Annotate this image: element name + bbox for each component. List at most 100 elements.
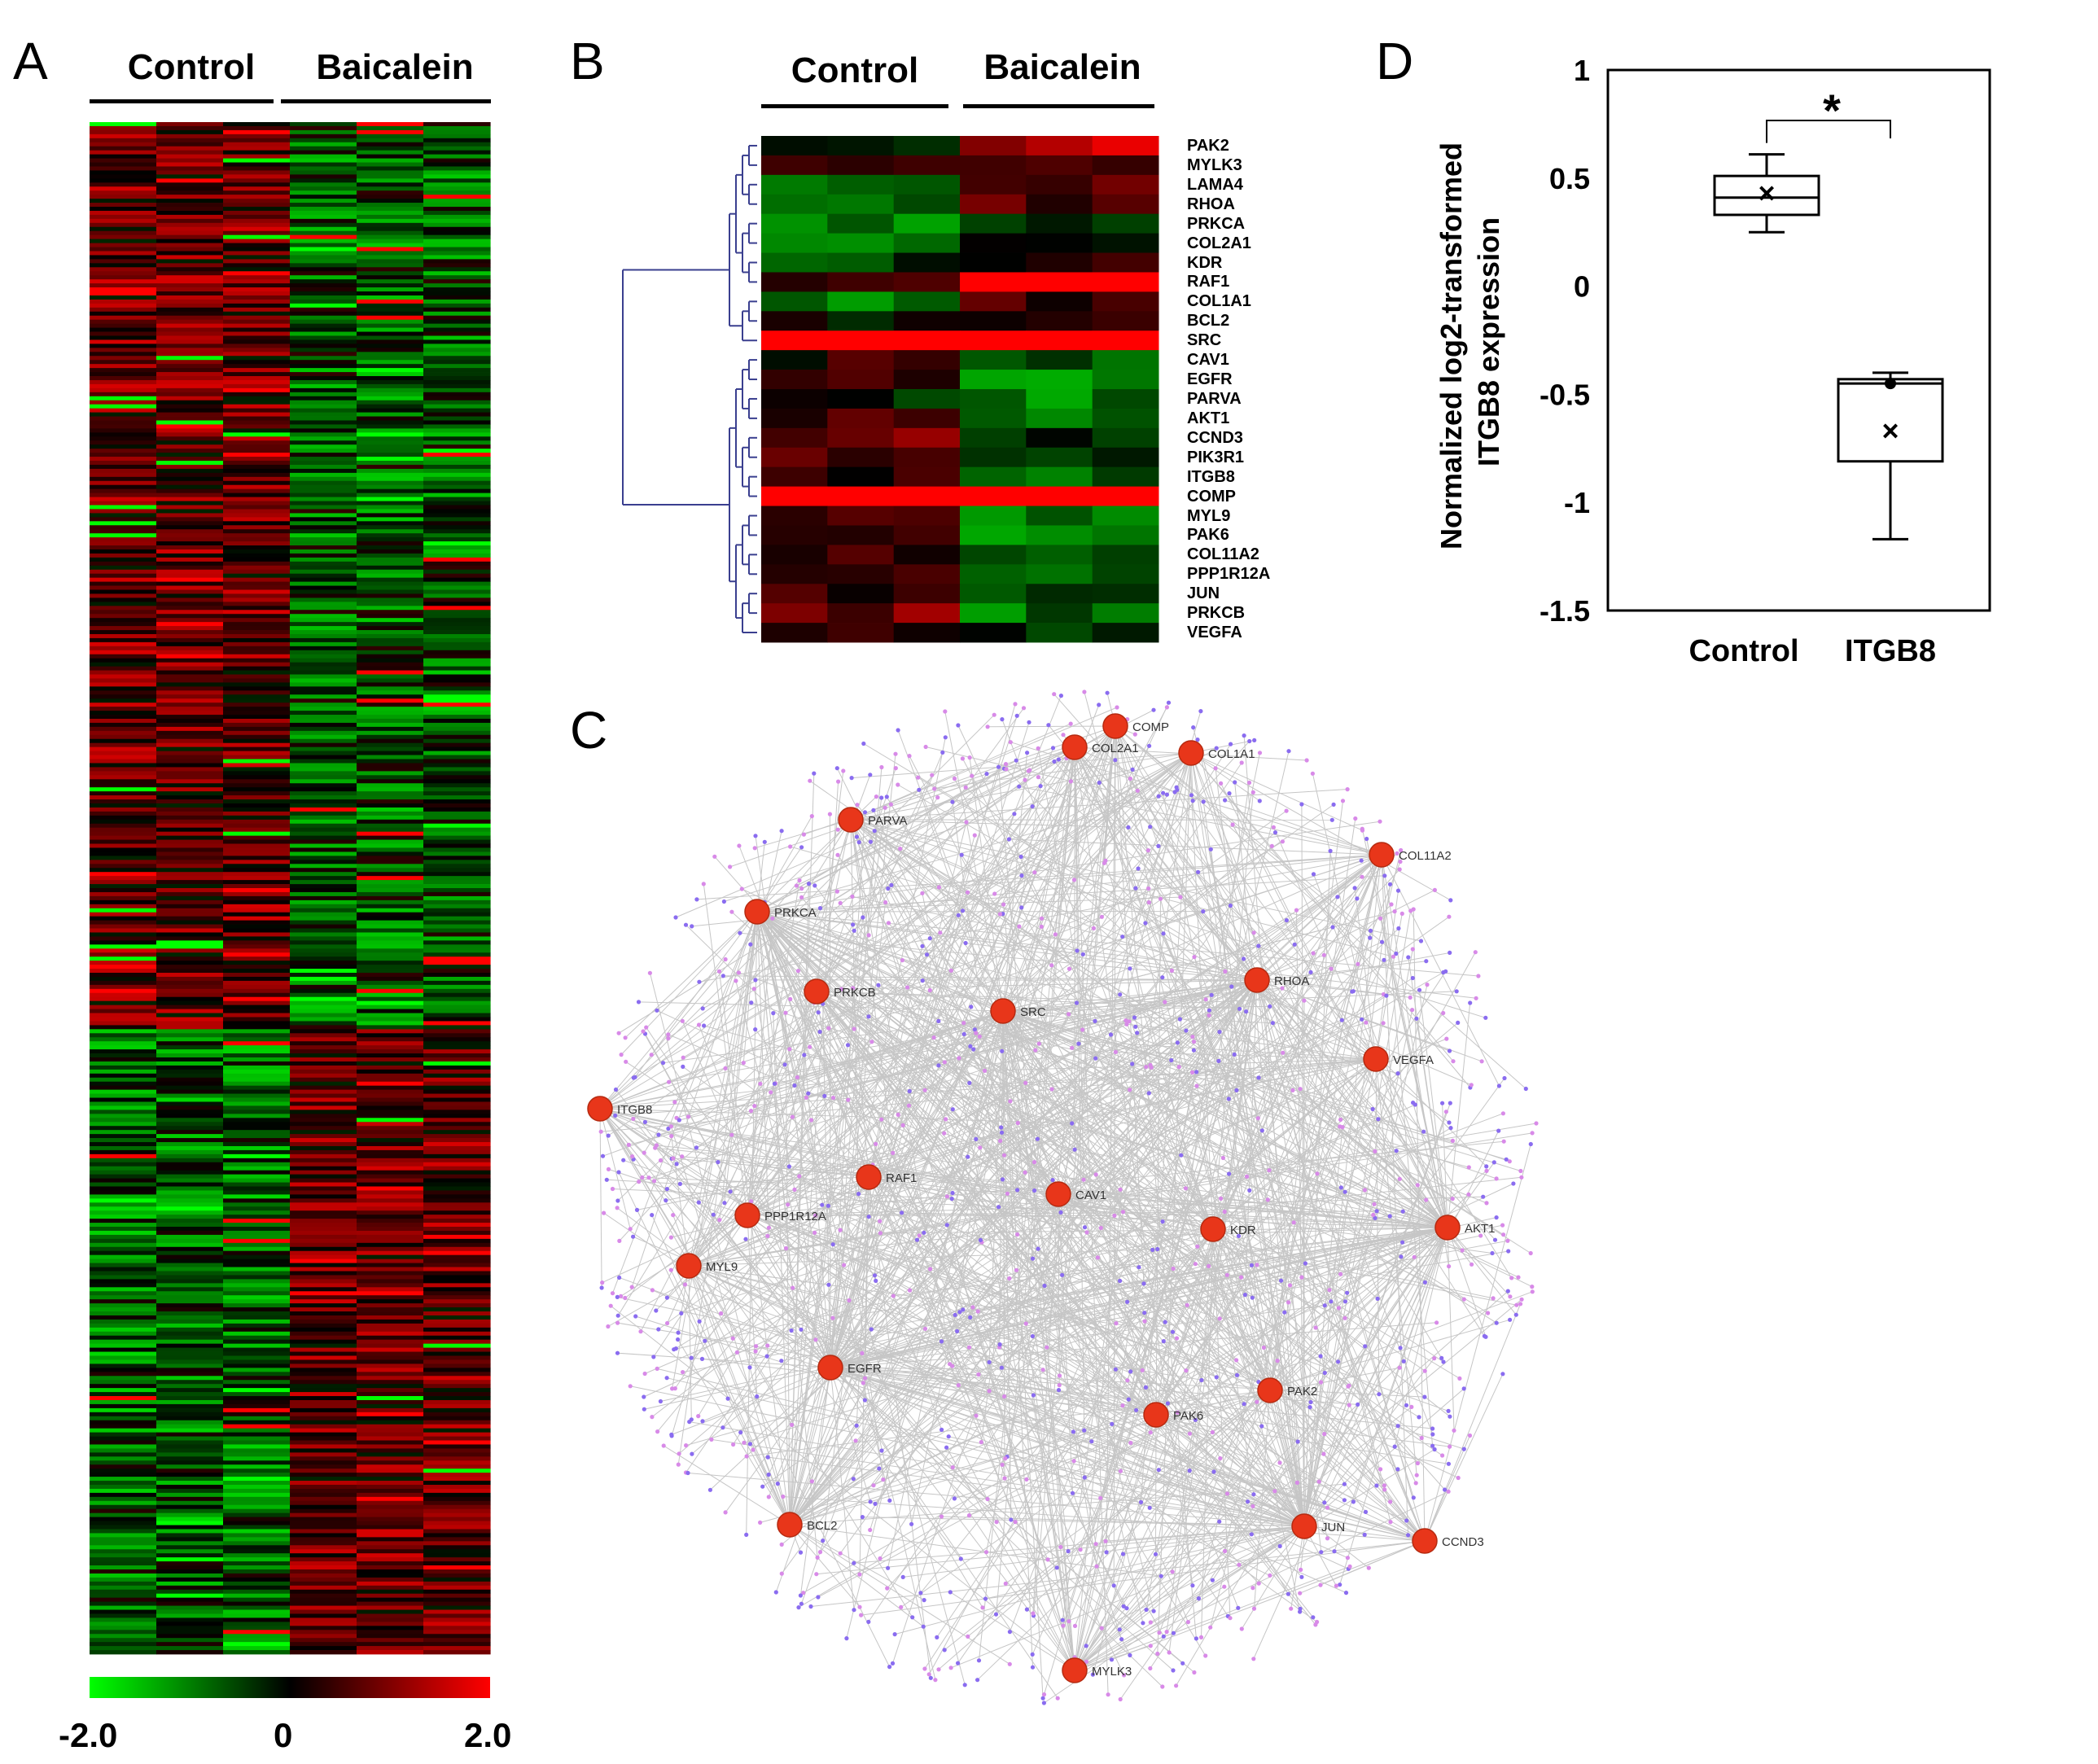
- network-small-node: [861, 1381, 865, 1385]
- gene-label-vegfa: VEGFA: [1187, 624, 1242, 641]
- network-edge: [608, 1168, 748, 1216]
- heatmap-a-cell: [223, 565, 291, 571]
- heatmap-a-cell: [223, 678, 291, 683]
- network-small-node: [1103, 858, 1108, 863]
- network-small-node: [931, 1035, 936, 1040]
- heatmap-a-cell: [290, 1279, 357, 1284]
- heatmap-a-cell: [423, 1601, 491, 1606]
- heatmap-a-cell: [423, 658, 491, 663]
- heatmap-a-cell: [423, 1541, 491, 1546]
- network-edge: [903, 1525, 1305, 1578]
- network-edge: [1002, 1010, 1097, 1567]
- network-small-node: [1164, 1630, 1169, 1635]
- heatmap-a-cell: [90, 585, 157, 590]
- network-small-node: [923, 744, 928, 750]
- network-edge: [868, 725, 1116, 1018]
- heatmap-a-cell: [156, 1585, 224, 1591]
- heatmap-a-cell: [156, 589, 224, 594]
- network-small-node: [736, 970, 742, 975]
- network-edge: [1080, 854, 1382, 1550]
- heatmap-a-cell: [290, 372, 357, 377]
- network-small-node: [890, 1661, 896, 1666]
- heatmap-a-cell: [223, 509, 291, 514]
- heatmap-a-cell: [290, 207, 357, 212]
- network-edge: [850, 819, 1504, 1236]
- heatmap-a-cell: [357, 633, 424, 639]
- network-small-node: [816, 1595, 821, 1600]
- heatmap-a-cell: [357, 521, 424, 526]
- network-edge: [830, 1367, 1433, 1429]
- heatmap-a-cell: [223, 1469, 291, 1473]
- network-small-node: [886, 886, 891, 891]
- network-edge: [830, 1222, 1294, 1368]
- heatmap-a-cell: [423, 1069, 491, 1075]
- network-small-node: [682, 1282, 688, 1287]
- network-small-node: [1482, 1333, 1487, 1338]
- network-edge: [768, 1456, 1426, 1542]
- network-edge: [816, 991, 1017, 1271]
- network-edge: [1105, 752, 1192, 861]
- heatmap-b-cell-lama4: [1026, 174, 1093, 195]
- heatmap-b-cell-vegfa: [1092, 623, 1159, 643]
- heatmap-a-cell: [423, 916, 491, 921]
- heatmap-a-cell: [156, 275, 224, 280]
- network-edge: [789, 781, 839, 1525]
- heatmap-a-cell: [156, 1533, 224, 1538]
- network-small-node: [792, 1083, 797, 1088]
- heatmap-a-cell: [357, 944, 424, 949]
- network-small-node: [1203, 1653, 1208, 1658]
- heatmap-a-cell: [223, 142, 291, 147]
- network-edge: [1197, 739, 1426, 1542]
- heatmap-a-cell: [90, 1380, 157, 1385]
- network-small-node: [1133, 886, 1138, 891]
- heatmap-a-cell: [156, 1456, 224, 1461]
- network-small-node: [799, 1327, 804, 1332]
- network-small-node: [1308, 970, 1313, 974]
- network-edge: [1002, 1010, 1144, 1623]
- heatmap-a-cell: [357, 884, 424, 889]
- network-small-node: [650, 1415, 655, 1420]
- heatmap-a-cell: [357, 234, 424, 240]
- network-edge: [702, 752, 1192, 1009]
- heatmap-a-cell: [156, 424, 224, 429]
- network-edge: [975, 1033, 1075, 1671]
- network-edge: [1002, 1010, 1097, 1544]
- heatmap-a-cell: [223, 424, 291, 429]
- heatmap-a-cell: [156, 1258, 224, 1263]
- network-edge: [652, 1289, 831, 1368]
- heatmap-a-cell: [423, 1392, 491, 1397]
- heatmap-a-cell: [290, 1198, 357, 1203]
- heatmap-a-cell: [290, 807, 357, 812]
- network-small-node: [1501, 1232, 1506, 1237]
- network-edge: [756, 911, 936, 1680]
- heatmap-a-cell: [290, 965, 357, 970]
- heatmap-a-cell: [90, 1436, 157, 1441]
- network-small-node: [1284, 808, 1289, 813]
- heatmap-a-cell: [90, 1057, 157, 1062]
- heatmap-a-cell: [156, 646, 224, 651]
- network-edge: [651, 854, 1382, 1417]
- network-edge: [1219, 1031, 1271, 1391]
- network-small-node: [987, 1389, 992, 1394]
- heatmap-a-cell: [90, 1537, 157, 1542]
- network-edge: [999, 1010, 1004, 1348]
- heatmap-a-cell: [156, 1287, 224, 1292]
- heatmap-a-cell: [423, 771, 491, 776]
- heatmap-a-cell: [423, 1376, 491, 1381]
- heatmap-a-cell: [156, 416, 224, 421]
- network-edge: [712, 1214, 831, 1368]
- heatmap-a-cell: [357, 387, 424, 393]
- network-hub-bcl2: [777, 1512, 803, 1538]
- network-small-node: [1394, 1149, 1399, 1153]
- network-edge: [868, 695, 1062, 1178]
- heatmap-a-cell: [357, 1392, 424, 1397]
- heatmap-a-cell: [357, 860, 424, 864]
- heatmap-a-cell: [90, 940, 157, 945]
- heatmap-a-cell: [357, 1484, 424, 1490]
- heatmap-a-cell: [357, 718, 424, 724]
- heatmap-a-cell: [290, 1093, 357, 1098]
- heatmap-a-cell: [290, 1500, 357, 1506]
- heatmap-a-cell: [290, 1376, 357, 1381]
- network-small-node: [959, 852, 964, 857]
- heatmap-a-cell: [156, 1363, 224, 1368]
